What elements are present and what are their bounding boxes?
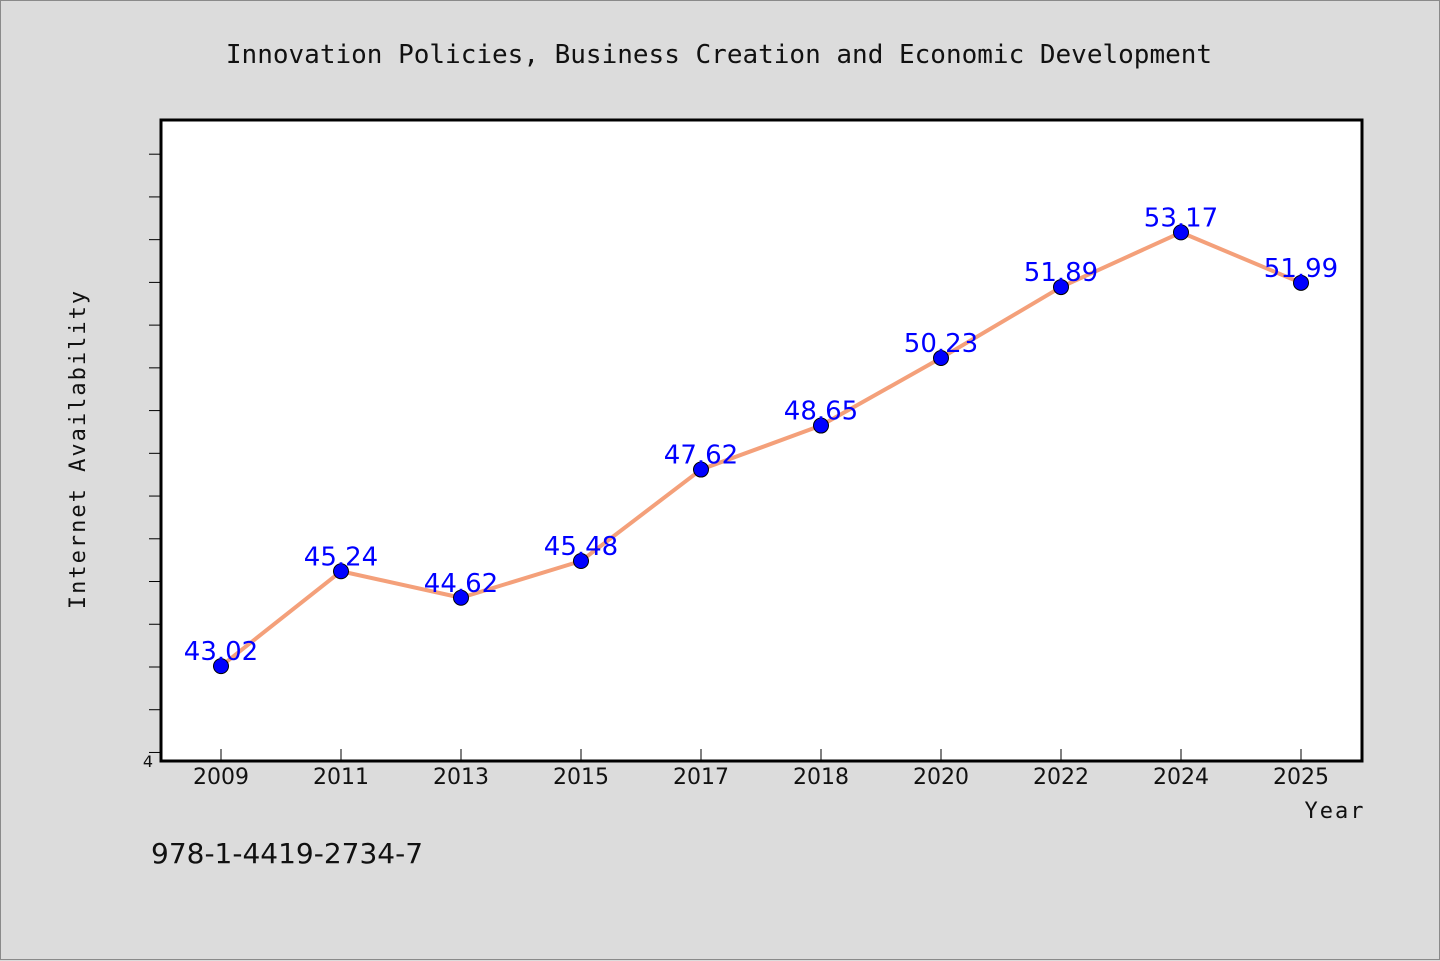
data-point <box>1173 224 1189 241</box>
x-tick-label: 2025 <box>1273 765 1329 790</box>
x-tick-label: 2011 <box>313 765 369 790</box>
data-label: 47.62 <box>664 441 738 471</box>
y-axis-ticks <box>149 153 161 753</box>
data-label: 43.02 <box>184 637 258 667</box>
x-tick-label: 2013 <box>433 765 489 790</box>
data-point <box>573 553 589 570</box>
data-label: 50.23 <box>904 329 978 359</box>
x-tick-label: 2009 <box>193 765 249 790</box>
x-tick-label: 2022 <box>1033 765 1089 790</box>
data-point <box>813 417 829 434</box>
data-label: 48.65 <box>784 397 858 427</box>
x-tick-label: 2024 <box>1153 765 1209 790</box>
x-tick-label: 2015 <box>553 765 609 790</box>
series-line <box>219 230 1303 669</box>
x-tick-label: 2018 <box>793 765 849 790</box>
y-axis-label: Internet Availability <box>66 289 91 609</box>
data-label: 51.99 <box>1264 254 1338 284</box>
chart-title: Innovation Policies, Business Creation a… <box>226 40 1212 70</box>
x-tick-label: 2020 <box>913 765 969 790</box>
x-tick-labels: 2009 2011 2013 2015 2017 2018 2020 2022 2024 2025 <box>193 765 1329 790</box>
data-label: 53.17 <box>1144 203 1218 233</box>
plot-area <box>159 118 1364 763</box>
x-axis-ticks <box>220 749 1302 761</box>
x-tick-label: 2017 <box>673 765 729 790</box>
x-axis-label: Year <box>1305 799 1366 824</box>
y-axis-min-label: 4 <box>143 752 153 771</box>
data-point <box>1053 279 1069 296</box>
data-label: 44.62 <box>424 569 498 599</box>
data-point <box>1293 274 1309 291</box>
data-point <box>213 658 229 675</box>
data-point <box>693 461 709 478</box>
data-point <box>933 350 949 367</box>
series-group: 43.02 45.24 44.62 45.48 47.62 48.65 50.23 51.89… <box>184 203 1338 675</box>
data-label: 45.24 <box>304 542 378 572</box>
isbn-text: 978-1-4419-2734-7 <box>151 837 423 870</box>
data-label: 45.48 <box>544 532 618 562</box>
data-point <box>453 589 469 606</box>
data-point <box>333 563 349 580</box>
data-label: 51.89 <box>1024 258 1098 288</box>
